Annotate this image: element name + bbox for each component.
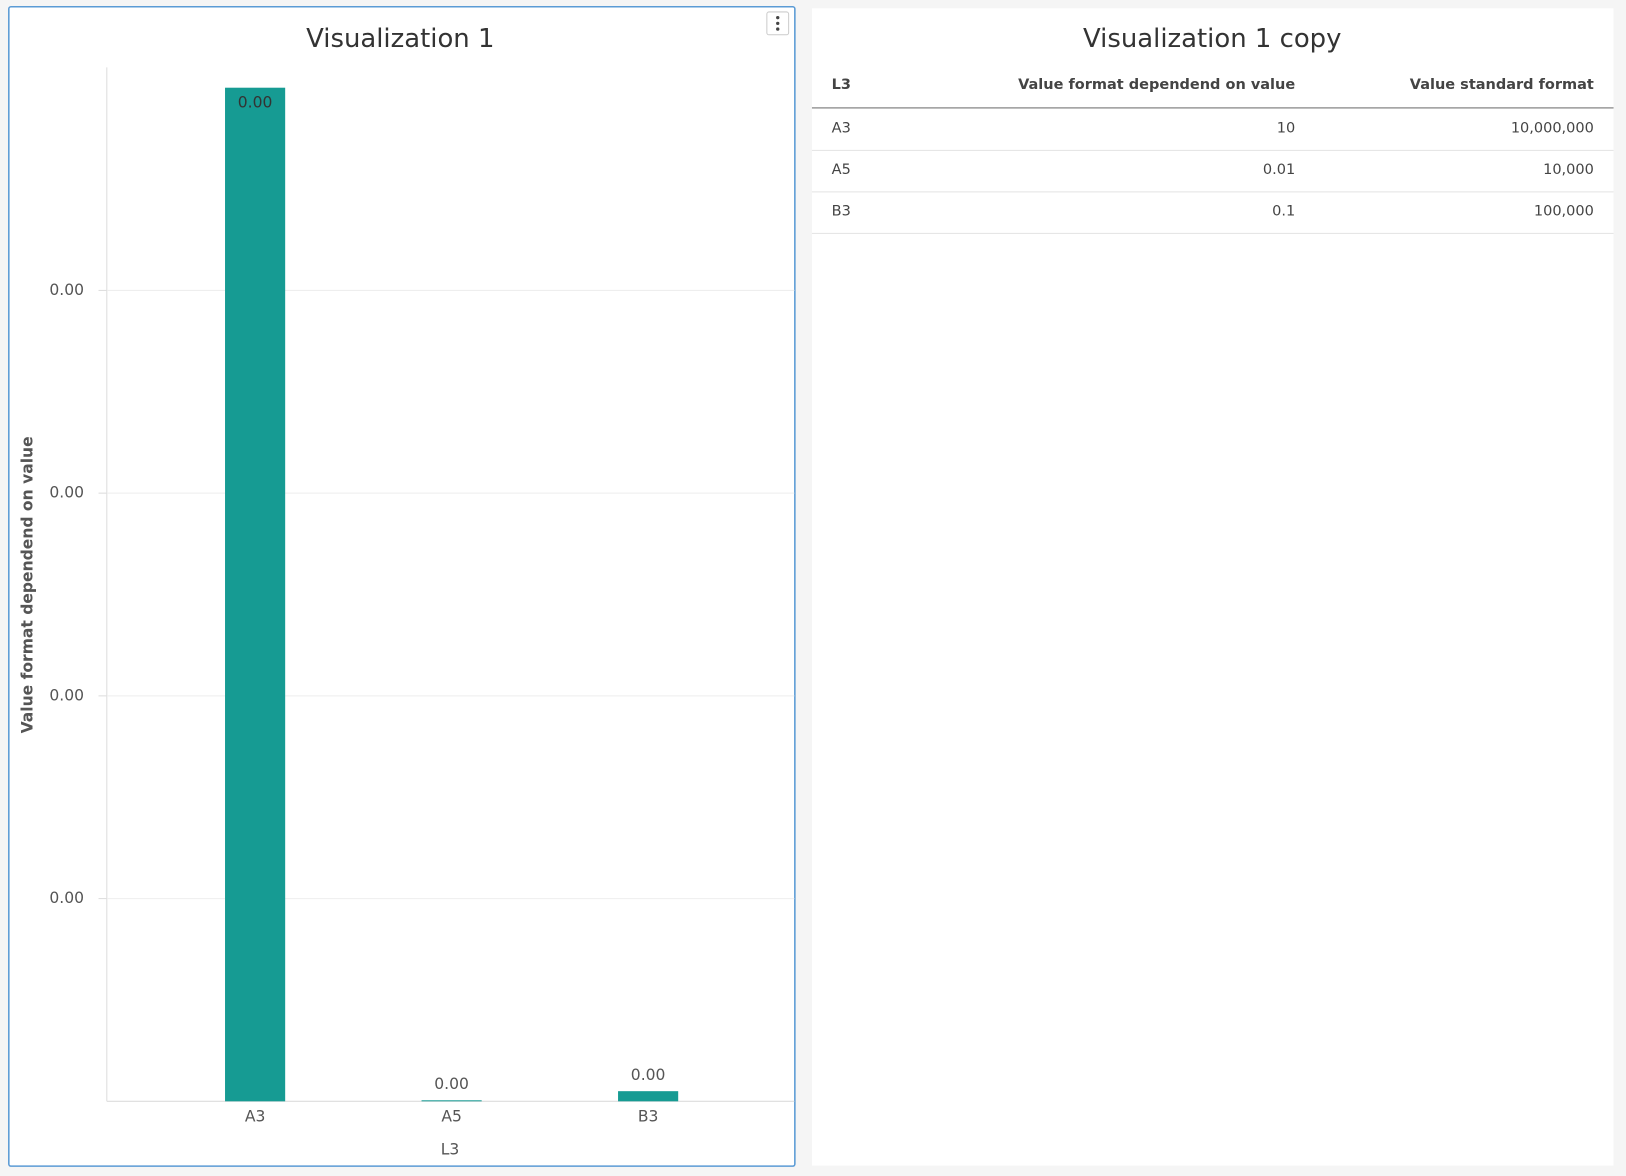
chart-title: Visualization 1 — [306, 24, 494, 54]
y-tick-label: 0.00 — [49, 484, 84, 502]
menu-dot[interactable] — [776, 27, 780, 31]
table-cell: 0.1 — [1272, 204, 1295, 220]
bar — [421, 1100, 482, 1102]
y-tick-label: 0.00 — [49, 281, 84, 299]
column-header: Value format dependend on value — [1018, 77, 1295, 93]
table-panel — [811, 8, 1614, 1166]
table-cell: 10,000 — [1543, 162, 1594, 178]
x-tick-label: A5 — [441, 1107, 462, 1125]
y-tick-label: 0.00 — [49, 889, 84, 907]
table-cell: B3 — [832, 204, 851, 220]
y-tick-label: 0.00 — [49, 686, 84, 704]
table-cell: 10,000,000 — [1511, 121, 1594, 137]
bar — [618, 1091, 679, 1102]
value-label: 0.00 — [434, 1075, 469, 1093]
bar — [225, 87, 286, 1102]
x-tick-label: A3 — [245, 1107, 266, 1125]
table-cell: A5 — [832, 162, 851, 178]
table-cell: 0.01 — [1263, 162, 1295, 178]
menu-dot[interactable] — [776, 15, 780, 20]
menu-button[interactable] — [766, 11, 790, 36]
column-header: Value standard format — [1410, 77, 1594, 93]
x-axis-label: L3 — [441, 1141, 460, 1159]
value-label: 0.00 — [238, 94, 273, 112]
value-label: 0.00 — [631, 1066, 666, 1084]
x-tick-label: B3 — [638, 1107, 659, 1125]
column-header: L3 — [832, 77, 851, 93]
table-cell: 10 — [1277, 121, 1295, 137]
table-cell: 100,000 — [1534, 204, 1594, 220]
chart-panel — [8, 5, 796, 1167]
menu-dot[interactable] — [776, 21, 780, 26]
y-axis-label: Value format dependend on value — [18, 436, 36, 733]
table-cell: A3 — [832, 121, 851, 137]
table-title: Visualization 1 copy — [1083, 24, 1341, 54]
